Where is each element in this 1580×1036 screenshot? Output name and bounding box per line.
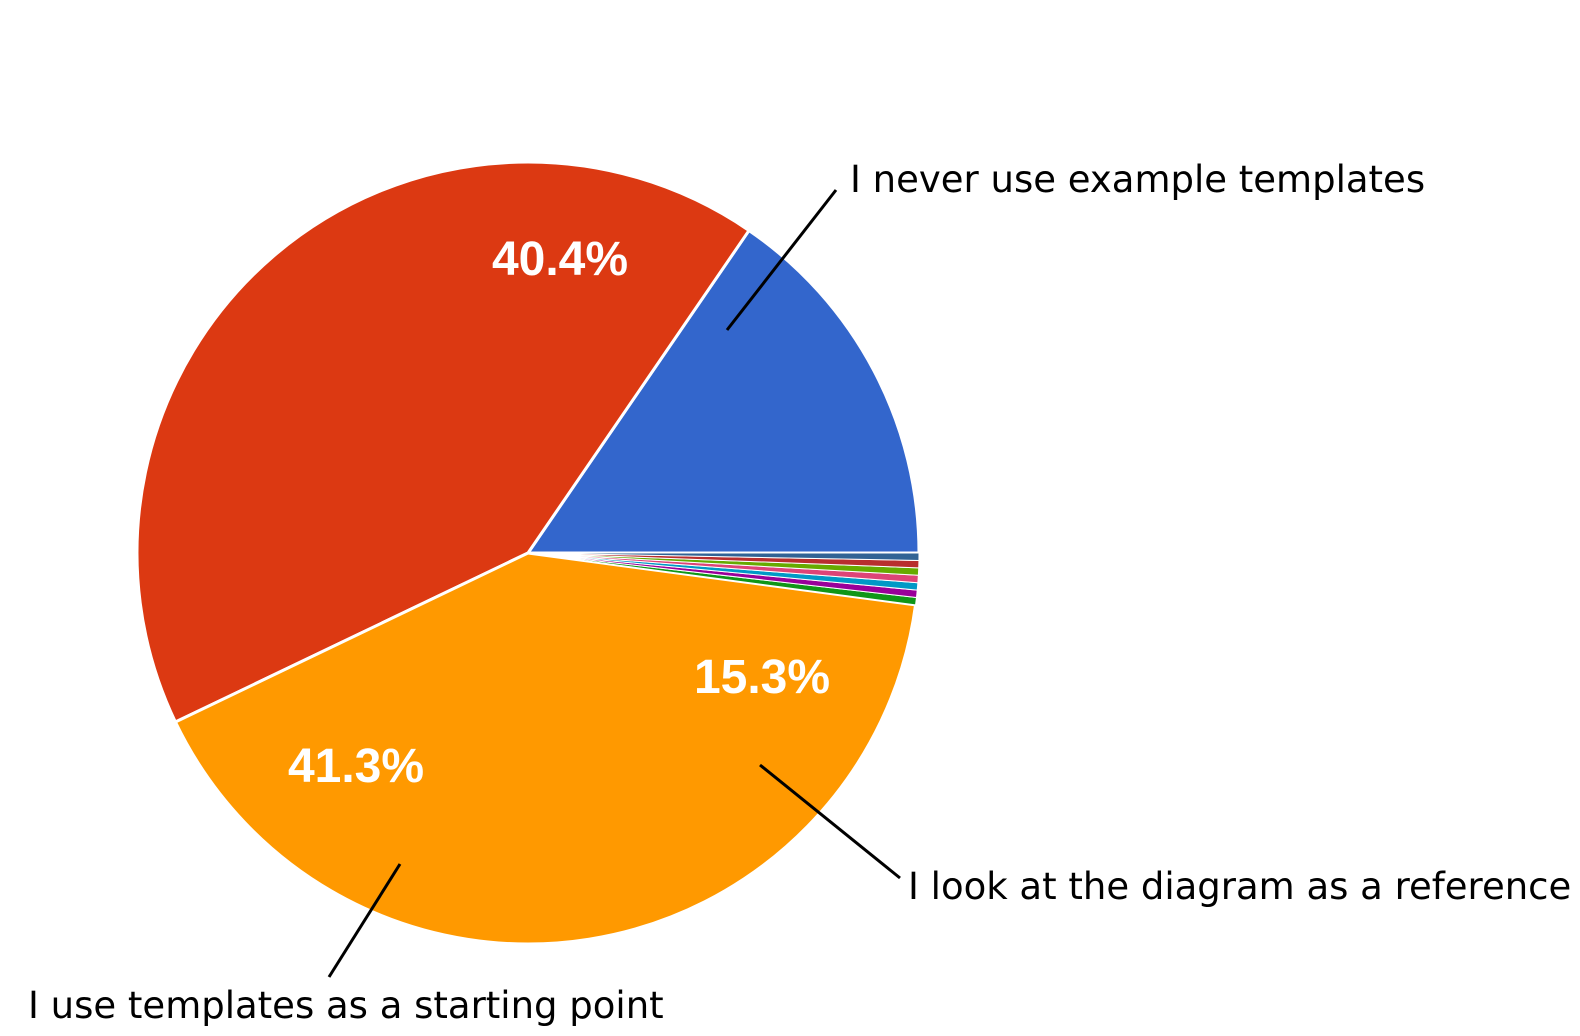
slice-name-label-orange: I never use example templates: [850, 158, 1425, 201]
slice-name-label-red: I use templates as a starting point: [28, 984, 664, 1027]
callout-line-blue: [759, 763, 901, 880]
pie-slice-9: [527, 552, 920, 561]
slice-name-label-blue: I look at the diagram as a reference: [908, 865, 1571, 908]
callout-line-orange: [725, 189, 838, 331]
pie-slices: [135, 160, 921, 946]
pie-slice-0: [526, 228, 921, 555]
slice-value-label-red: 41.3%: [288, 740, 424, 793]
slice-value-label-orange: 40.4%: [492, 233, 628, 286]
slice-value-label-blue: 15.3%: [694, 651, 830, 704]
callout-line-red: [327, 863, 402, 978]
pie-slice-1: [135, 160, 751, 724]
pie-slice-2: [173, 551, 918, 946]
